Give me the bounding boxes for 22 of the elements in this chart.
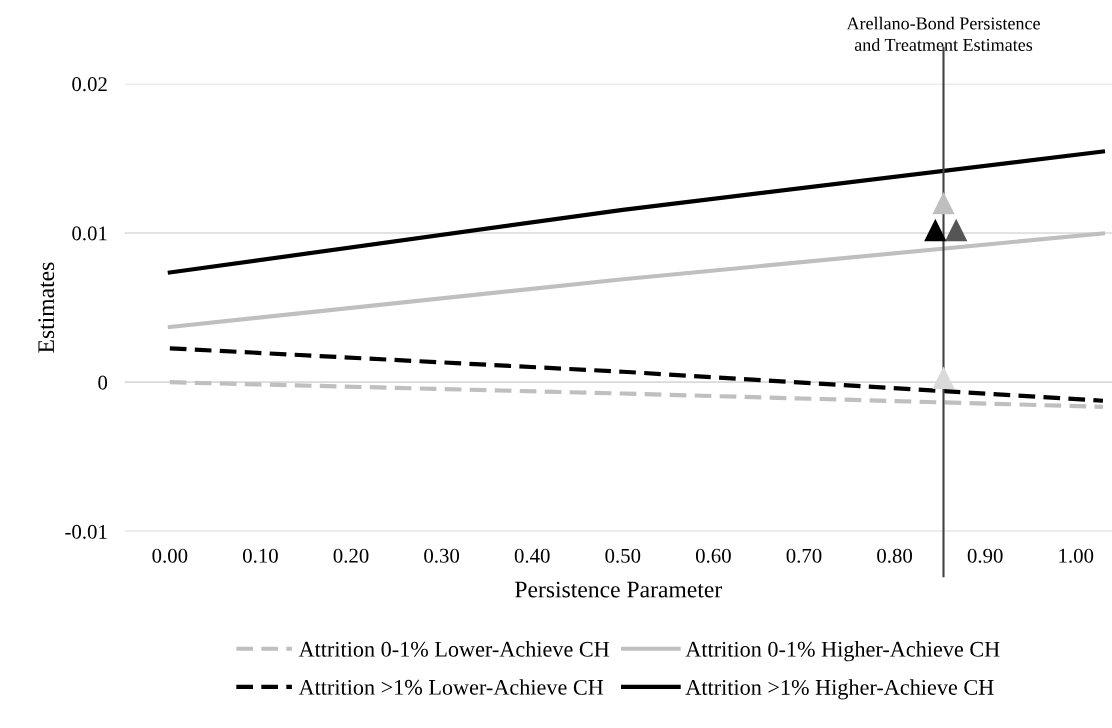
- x-tick-label: 0.00: [152, 548, 188, 563]
- y-tick-label: 0.01: [72, 226, 107, 241]
- x-tick-label: 0.40: [514, 548, 550, 563]
- x-tick-label: 0.30: [424, 548, 460, 563]
- legend-label: Attrition 0-1% Higher-Achieve CH: [685, 641, 1000, 662]
- legend-label: Attrition >1% Lower-Achieve CH: [298, 679, 604, 695]
- x-tick-label: 0.80: [877, 548, 913, 563]
- x-tick-label: 1.00: [1059, 548, 1094, 563]
- y-tick-label: 0.02: [72, 77, 107, 92]
- y-tick-label: -0.01: [65, 524, 107, 539]
- legend-label: Attrition 0-1% Lower-Achieve CH: [298, 641, 610, 657]
- x-tick-label: 0.50: [605, 548, 641, 563]
- ref-line-label: Arellano-Bond Persistence and Treatment Estimates: [846, 16, 1040, 51]
- y-tick-label: 0: [98, 375, 108, 390]
- x-tick-label: 0.90: [967, 548, 1003, 563]
- legend-label: Attrition >1% Higher-Achieve CH: [685, 679, 994, 700]
- x-tick-label: 0.10: [243, 548, 278, 563]
- y-axis-title: Estimates: [38, 262, 55, 353]
- x-tick-label: 0.70: [786, 548, 822, 563]
- x-tick-label: 0.60: [695, 548, 731, 563]
- x-axis-title: Persistence Parameter: [515, 581, 722, 598]
- x-tick-label: 0.20: [333, 548, 369, 563]
